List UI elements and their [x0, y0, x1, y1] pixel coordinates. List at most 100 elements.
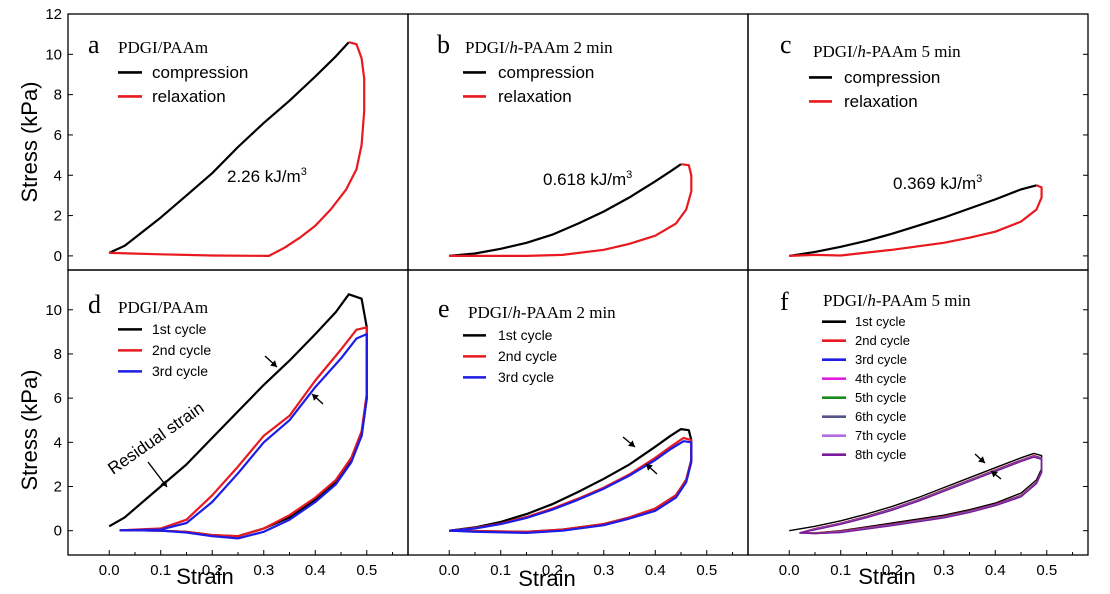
y-axis-title-bottom: Stress (kPa) [17, 369, 42, 490]
x-axis-title-e: Strain [518, 566, 575, 591]
panel-title-e: PDGI/h-PAAm 2 min [468, 303, 616, 322]
y-tick-label-a-2: 4 [54, 167, 62, 184]
series-line-b-1 [449, 163, 682, 257]
legend-label-e-3: 3rd cycle [498, 369, 554, 385]
y-tick-label-a-6: 12 [45, 6, 62, 23]
series-line-a-1 [108, 41, 350, 254]
panel-letter-f: f [780, 287, 789, 316]
legend-label-e-2: 2nd cycle [498, 348, 557, 364]
legend-label-c-1: compression [844, 68, 940, 87]
legend-label-b-2: relaxation [498, 87, 572, 106]
y-tick-label-d-3: 6 [54, 390, 62, 407]
panel-letter-d: d [88, 290, 101, 319]
y-tick-label-a-1: 2 [54, 208, 62, 225]
y-tick-label-a-4: 8 [54, 87, 62, 104]
legend-label-f-7: 7th cycle [855, 428, 906, 443]
arrow-marker [264, 355, 278, 368]
series-line-f-8 [799, 456, 1043, 535]
arrow-marker [147, 461, 168, 488]
panel-letter-b: b [437, 30, 450, 59]
y-axis-title-top: Stress (kPa) [17, 81, 42, 202]
legend-label-f-3: 3rd cycle [855, 352, 907, 367]
x-tick-label-f-4: 0.4 [985, 562, 1006, 579]
legend-label-f-1: 1st cycle [855, 314, 906, 329]
series-line-c-2 [789, 184, 1043, 257]
legend-label-d-1: 1st cycle [152, 321, 207, 337]
y-tick-label-d-2: 4 [54, 434, 62, 451]
arrow-head [270, 360, 277, 367]
y-tick-label-a-3: 6 [54, 127, 62, 144]
legend-label-f-8: 8th cycle [855, 447, 906, 462]
annotation-d-0: Residual strain [104, 398, 207, 478]
annotation-a-0: 2.26 kJ/m3 [227, 166, 307, 186]
series-line-b-2 [449, 163, 693, 257]
legend-label-f-4: 4th cycle [855, 371, 906, 386]
x-tick-label-f-2: 0.2 [882, 562, 903, 579]
panel-letter-e: e [438, 294, 450, 323]
series-line-e-1 [449, 428, 693, 533]
x-tick-label-d-4: 0.4 [305, 562, 326, 579]
y-tick-label-d-0: 0 [54, 523, 62, 540]
panel-title-f: PDGI/h-PAAm 5 min [823, 291, 971, 310]
legend-label-a-2: relaxation [152, 87, 226, 106]
x-tick-label-d-3: 0.3 [253, 562, 274, 579]
legend-label-d-2: 2nd cycle [152, 342, 211, 358]
layer-ticks: 0 2 4 6 8 10 12 0 2 4 6 8 10 0.0 0.1 0.2 0.3 0.4 0.5 0.0 0.1… [45, 6, 1088, 579]
x-tick-label-e-4: 0.4 [645, 562, 666, 579]
series-line-f-1 [789, 452, 1043, 534]
annotation-c-0: 0.369 kJ/m3 [893, 173, 982, 193]
arrow-marker [311, 393, 324, 405]
y-tick-label-d-4: 8 [54, 346, 62, 363]
arrow-head [991, 471, 998, 478]
arrow-head [312, 394, 319, 401]
x-axis-title-f: Strain [858, 564, 915, 589]
legend-label-e-1: 1st cycle [498, 327, 553, 343]
y-tick-label-d-5: 10 [45, 302, 62, 319]
arrow-head [160, 480, 167, 487]
y-tick-label-a-0: 0 [54, 248, 62, 265]
layer-series [108, 41, 1043, 540]
series-line-a-2 [109, 41, 366, 257]
panel-title-a: PDGI/PAAm [118, 38, 208, 57]
x-tick-label-d-1: 0.1 [150, 562, 171, 579]
arrow-marker [974, 453, 986, 464]
y-tick-label-d-1: 2 [54, 479, 62, 496]
series-line-e-3 [449, 440, 693, 535]
panel-title-b: PDGI/h-PAAm 2 min [465, 38, 613, 57]
x-tick-label-f-1: 0.1 [830, 562, 851, 579]
panel-title-d: PDGI/PAAm [118, 298, 208, 317]
series-line-c-1 [789, 184, 1037, 257]
x-axis-title-d: Strain [176, 564, 233, 589]
arrow-head [978, 456, 985, 463]
series-line-d-1 [108, 293, 368, 538]
x-tick-label-f-5: 0.5 [1036, 562, 1057, 579]
arrow-head [628, 440, 635, 447]
legend-label-c-2: relaxation [844, 92, 918, 111]
panel-title-c: PDGI/h-PAAm 5 min [813, 42, 961, 61]
y-tick-label-a-5: 10 [45, 46, 62, 63]
legend-label-f-2: 2nd cycle [855, 333, 910, 348]
x-tick-label-e-2: 0.2 [542, 562, 563, 579]
x-tick-label-e-0: 0.0 [439, 562, 460, 579]
x-tick-label-d-0: 0.0 [99, 562, 120, 579]
panel-letter-a: a [88, 30, 100, 59]
legend-label-f-5: 5th cycle [855, 390, 906, 405]
panel-frame-f [747, 269, 1089, 556]
x-tick-label-d-2: 0.2 [202, 562, 223, 579]
x-tick-label-f-0: 0.0 [779, 562, 800, 579]
x-tick-label-e-5: 0.5 [696, 562, 717, 579]
x-tick-label-f-3: 0.3 [933, 562, 954, 579]
legend-label-b-1: compression [498, 63, 594, 82]
x-tick-label-e-1: 0.1 [490, 562, 511, 579]
arrow-marker [622, 436, 636, 448]
arrow-marker [645, 463, 658, 475]
arrow-marker [990, 470, 1002, 480]
panel-letter-c: c [780, 30, 792, 59]
arrow-head [646, 464, 653, 471]
layer-text: a PDGI/PAAm compression relaxation 2.26 kJ/m… [88, 30, 1002, 488]
series-line-e-2 [449, 436, 693, 533]
series-line-d-3 [119, 333, 368, 540]
x-tick-label-e-3: 0.3 [593, 562, 614, 579]
x-tick-label-d-5: 0.5 [356, 562, 377, 579]
